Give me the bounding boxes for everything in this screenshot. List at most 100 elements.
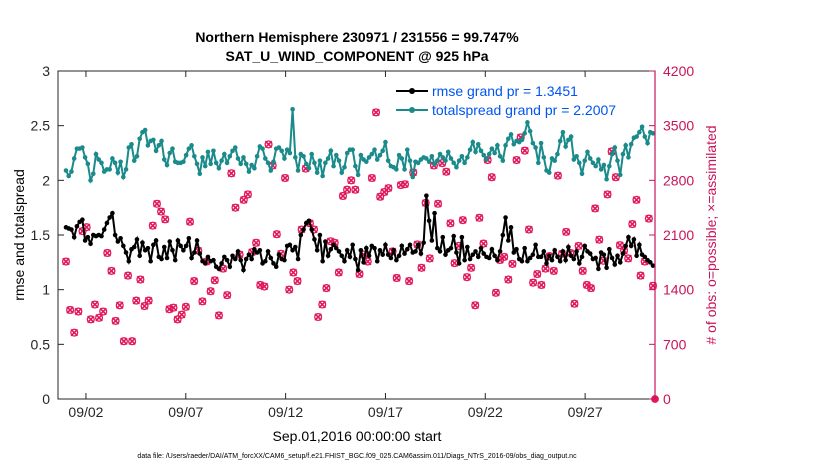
totalspread-point: [69, 169, 74, 174]
totalspread-point: [404, 147, 410, 153]
totalspread-point: [355, 172, 361, 178]
right-tick-label: 2100: [663, 227, 694, 243]
totalspread-point: [538, 140, 544, 146]
obs-possible-point: [586, 284, 596, 293]
obs-assimilated-point: [417, 264, 426, 272]
totalspread-point: [587, 156, 593, 161]
obs-assimilated-stroke: [231, 203, 240, 212]
obs-assimilated-stroke: [459, 216, 467, 224]
totalspread-point: [443, 158, 448, 163]
totalspread-point: [645, 140, 650, 146]
rmse-point: [465, 244, 470, 250]
right-tick-label: 700: [663, 336, 687, 352]
obs-possible-point: [462, 273, 472, 282]
rmse-point: [620, 251, 626, 256]
obs-assimilated-stroke: [624, 254, 632, 263]
rmse-point: [140, 240, 145, 245]
totalspread-point: [462, 160, 467, 166]
obs-assimilated-point: [252, 239, 260, 247]
totalspread-point: [475, 141, 481, 147]
obs-assimilated-stroke: [537, 281, 546, 289]
obs-possible-point: [161, 215, 170, 224]
obs-assimilated-stroke: [467, 264, 475, 272]
obs-possible-point: [371, 108, 381, 117]
obs-possible-point: [70, 328, 79, 337]
obs-possible-point: [318, 300, 327, 309]
rmse-point: [243, 256, 249, 262]
obs-assimilated-point: [628, 220, 637, 228]
rmse-point: [197, 251, 203, 256]
obs-possible-point: [570, 299, 579, 308]
obs-possible-point: [181, 302, 190, 311]
obs-possible-point: [210, 276, 219, 285]
left-tick-label: 1: [42, 282, 50, 298]
totalspread-point: [456, 158, 462, 163]
rmse-point: [609, 255, 615, 261]
obs-assimilated-point: [95, 314, 103, 322]
obs-assimilated-stroke: [70, 328, 79, 337]
obs-assimilated-stroke: [223, 291, 231, 299]
obs-possible-point: [314, 312, 323, 322]
obs-possible-point: [479, 239, 488, 248]
obs-assimilated-point: [434, 199, 442, 208]
rmse-point: [186, 235, 192, 241]
obs-possible-point: [524, 225, 534, 234]
rmse-point: [170, 248, 175, 253]
obs-possible-point: [115, 301, 124, 310]
totalspread-point: [598, 167, 604, 172]
totalspread-point: [634, 134, 639, 139]
totalspread-point: [115, 170, 121, 175]
left-tick-label: 3: [42, 63, 50, 79]
rmse-point: [320, 258, 325, 264]
obs-possible-point: [177, 310, 186, 319]
obs-assimilated-point: [401, 180, 409, 189]
obs-assimilated-point: [215, 311, 223, 320]
obs-assimilated-stroke: [219, 264, 227, 273]
obs-assimilated-stroke: [562, 228, 570, 236]
rmse-point: [104, 220, 110, 226]
obs-assimilated-stroke: [273, 230, 281, 238]
rmse-point: [325, 253, 331, 259]
obs-assimilated-stroke: [153, 199, 161, 208]
obs-assimilated-stroke: [351, 185, 360, 194]
totalspread-point: [219, 158, 224, 163]
totalspread-series: [63, 106, 656, 184]
obs-assimilated-stroke: [504, 275, 513, 284]
obs-assimilated-stroke: [99, 307, 107, 316]
rmse-point: [503, 215, 508, 220]
totalspread-point: [637, 129, 642, 135]
obs-possible-point: [231, 203, 240, 212]
totalspread-point: [295, 168, 301, 173]
obs-assimilated-point: [384, 184, 393, 192]
totalspread-point: [170, 146, 175, 151]
totalspread-point: [563, 144, 568, 149]
totalspread-point: [492, 150, 497, 156]
rmse-point: [481, 251, 487, 256]
rmse-point: [495, 257, 500, 263]
rmse-point: [347, 254, 353, 260]
obs-assimilated-point: [124, 271, 132, 280]
totalspread-point: [579, 171, 585, 177]
totalspread-point: [325, 156, 331, 161]
x-tick-label: 09/22: [468, 404, 503, 420]
obs-assimilated-point: [645, 214, 653, 223]
totalspread-point: [353, 163, 358, 169]
totalspread-point: [246, 169, 252, 174]
totalspread-point: [451, 160, 456, 166]
rmse-point: [151, 242, 156, 248]
obs-assimilated-stroke: [252, 239, 260, 247]
rmse-point: [418, 251, 424, 256]
totalspread-point: [262, 156, 268, 161]
totalspread-point: [628, 141, 634, 147]
x-tick-label: 09/12: [268, 404, 303, 420]
obs-assimilated-point: [182, 303, 190, 311]
obs-possible-point: [433, 199, 443, 208]
totalspread-point: [500, 158, 506, 163]
obs-assimilated-stroke: [442, 167, 451, 176]
totalspread-point: [486, 151, 492, 157]
obs-possible-point: [458, 216, 467, 225]
totalspread-point: [82, 155, 88, 160]
totalspread-point: [323, 160, 328, 166]
obs-assimilated-stroke: [256, 281, 265, 289]
rmse-point: [522, 245, 527, 251]
